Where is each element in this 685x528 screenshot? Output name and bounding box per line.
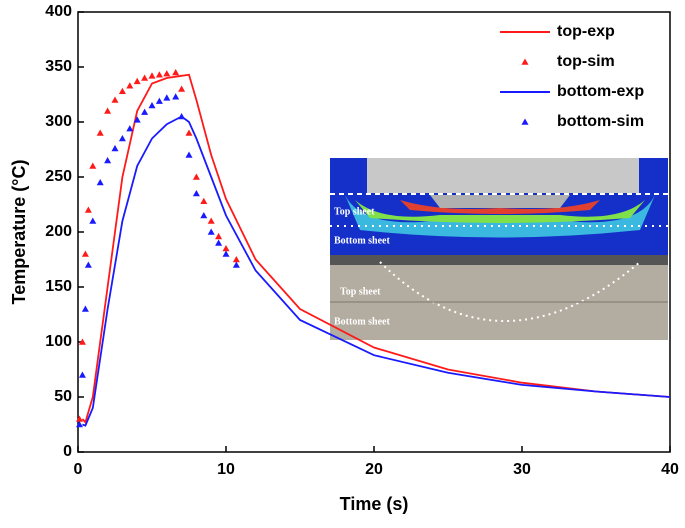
data-point xyxy=(118,135,126,142)
x-tick-label: 0 xyxy=(74,461,83,478)
legend-label: top-exp xyxy=(557,23,615,40)
y-axis-label: Temperature (°C) xyxy=(9,160,29,305)
data-line xyxy=(82,115,671,427)
data-point xyxy=(118,87,126,94)
y-tick-label: 350 xyxy=(45,58,72,75)
legend-label: bottom-sim xyxy=(557,113,644,130)
inset-line xyxy=(379,261,641,322)
annotation: Top sheet xyxy=(340,286,381,297)
data-point xyxy=(200,212,208,219)
inset-micrograph xyxy=(330,255,668,340)
data-point xyxy=(133,77,141,85)
data-point xyxy=(222,245,230,252)
data-point xyxy=(78,338,86,345)
data-point xyxy=(148,102,156,109)
data-point xyxy=(148,72,156,79)
legend-swatch xyxy=(521,58,529,65)
data-point xyxy=(75,421,83,428)
data-point xyxy=(89,162,97,169)
x-axis-label: Time (s) xyxy=(340,494,409,514)
data-point xyxy=(84,206,92,213)
data-point xyxy=(185,151,193,158)
data-point xyxy=(126,82,134,89)
annotation: Bottom sheet xyxy=(334,316,390,327)
inset: Top sheet Bottom sheet Top sheet Bottom … xyxy=(330,158,668,340)
legend-label: top-sim xyxy=(557,53,615,70)
x-tick-label: 20 xyxy=(365,461,383,478)
inset-tool xyxy=(367,158,639,193)
data-point xyxy=(78,371,86,378)
data-point xyxy=(163,94,171,101)
data-point xyxy=(155,97,163,104)
x-tick-label: 10 xyxy=(217,461,235,478)
data-point xyxy=(104,107,112,114)
data-point xyxy=(200,197,208,204)
data-point xyxy=(84,261,92,268)
x-tick-label: 40 xyxy=(661,461,679,478)
y-tick-label: 100 xyxy=(45,333,72,350)
data-point xyxy=(185,129,193,136)
data-point xyxy=(111,144,119,152)
inset-contour xyxy=(400,200,600,214)
data-point xyxy=(232,261,240,268)
y-tick-label: 200 xyxy=(45,223,72,240)
data-point xyxy=(104,157,112,164)
data-point xyxy=(89,217,97,224)
annotation: Top sheet xyxy=(334,206,375,217)
data-point xyxy=(172,69,180,76)
y-tick-label: 50 xyxy=(54,388,72,405)
data-point xyxy=(81,250,89,257)
legend-swatch xyxy=(521,118,529,125)
data-point xyxy=(222,250,230,257)
y-tick-label: 150 xyxy=(45,278,72,295)
data-point xyxy=(81,305,89,312)
data-point xyxy=(178,85,186,92)
data-point xyxy=(126,125,134,132)
y-tick-label: 250 xyxy=(45,168,72,185)
data-point xyxy=(207,217,215,224)
legend-label: bottom-exp xyxy=(557,83,644,100)
y-tick-label: 300 xyxy=(45,113,72,130)
data-point xyxy=(215,232,223,240)
data-point xyxy=(192,190,200,197)
data-point xyxy=(155,71,163,78)
data-point xyxy=(133,116,141,123)
inset-contour xyxy=(355,200,645,223)
data-point xyxy=(163,70,171,77)
data-point xyxy=(96,179,104,186)
inset-nugget xyxy=(430,195,570,208)
y-tick-label: 0 xyxy=(63,443,72,460)
data-point xyxy=(232,256,240,263)
data-point xyxy=(207,228,215,235)
data-point xyxy=(75,415,83,422)
data-line xyxy=(81,73,671,425)
data-point xyxy=(111,96,119,103)
x-tick-label: 30 xyxy=(513,461,531,478)
data-point xyxy=(178,113,186,120)
inset-micrograph xyxy=(330,255,668,265)
annotation: Bottom sheet xyxy=(334,235,390,246)
data-point xyxy=(172,93,180,100)
data-point xyxy=(141,108,149,115)
data-point xyxy=(192,173,200,180)
data-point xyxy=(141,74,149,81)
y-tick-label: 400 xyxy=(45,3,72,20)
data-point xyxy=(96,129,104,136)
data-point xyxy=(215,239,223,246)
